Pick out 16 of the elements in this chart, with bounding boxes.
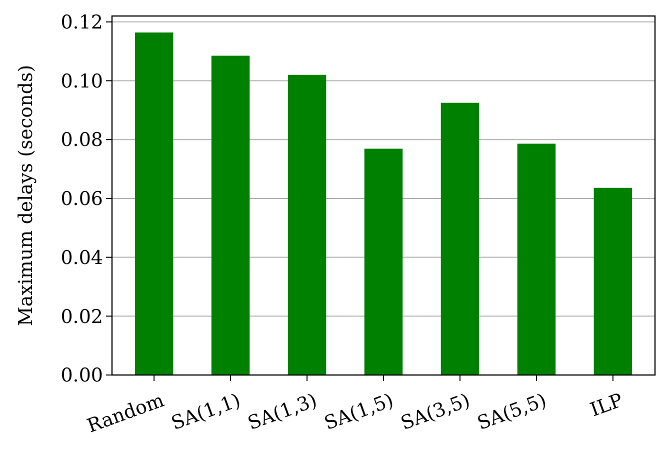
y-tick-label: 0.12 — [60, 12, 103, 34]
bar — [594, 188, 632, 375]
y-tick-label: 0.02 — [60, 306, 103, 328]
y-tick-label: 0.08 — [60, 129, 103, 152]
bar — [134, 32, 174, 375]
y-tick-label: 0.04 — [60, 246, 103, 269]
x-tick-label: ILP — [587, 389, 626, 422]
y-tick-label: 0.10 — [60, 70, 103, 92]
y-tick-label: 0.00 — [60, 364, 103, 387]
y-tick-label: 0.06 — [60, 188, 103, 210]
bar — [517, 144, 556, 375]
y-axis-title: Maximum delays (seconds) — [15, 64, 37, 326]
bar — [440, 102, 480, 375]
bar — [288, 74, 326, 375]
bar — [211, 56, 250, 375]
bar — [364, 148, 403, 375]
